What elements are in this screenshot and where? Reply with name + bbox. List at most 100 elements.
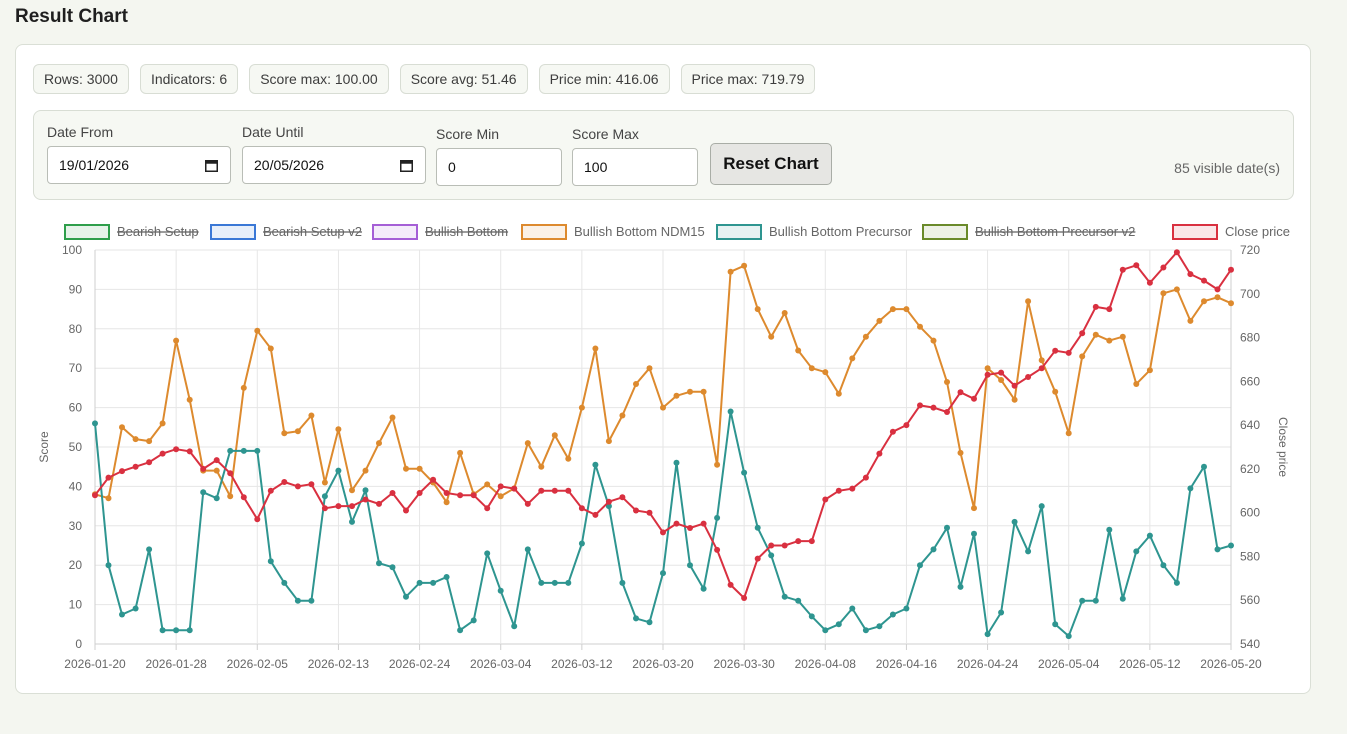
stat-rows: Rows: 3000 xyxy=(33,64,129,94)
data-point xyxy=(484,550,491,557)
date-from-value: 19/01/2026 xyxy=(59,157,130,173)
data-point xyxy=(822,496,829,503)
data-point xyxy=(876,317,883,324)
data-point xyxy=(633,507,639,514)
data-point xyxy=(957,389,964,396)
data-point xyxy=(200,489,207,496)
data-point xyxy=(795,347,802,354)
data-point xyxy=(565,455,572,462)
data-point xyxy=(92,492,98,499)
data-point xyxy=(1228,266,1234,273)
data-point xyxy=(321,493,328,500)
y2-tick-label: 560 xyxy=(1240,593,1260,607)
data-point xyxy=(119,424,125,431)
data-point xyxy=(511,485,518,492)
y2-tick-label: 640 xyxy=(1240,418,1260,432)
data-point xyxy=(457,627,464,634)
data-point xyxy=(714,461,721,468)
data-point xyxy=(592,461,599,468)
data-point xyxy=(524,500,531,507)
data-point xyxy=(1201,277,1207,284)
data-point xyxy=(1038,357,1045,364)
data-point xyxy=(646,365,653,372)
data-point xyxy=(443,490,450,496)
data-point xyxy=(917,323,923,330)
data-point xyxy=(1228,300,1234,307)
score-min-input[interactable]: 0 xyxy=(436,148,562,186)
data-point xyxy=(240,447,247,454)
data-point xyxy=(1052,347,1059,354)
data-point xyxy=(1065,633,1072,640)
data-point xyxy=(660,529,666,536)
data-point xyxy=(1160,290,1167,297)
data-point xyxy=(754,555,761,562)
x-tick-label: 2026-03-30 xyxy=(713,657,775,671)
x-tick-label: 2026-05-12 xyxy=(1119,657,1181,671)
y-axis-title: Score xyxy=(37,431,51,463)
data-point xyxy=(457,492,464,499)
y-tick-label: 100 xyxy=(62,243,82,257)
data-point xyxy=(605,503,612,510)
data-point xyxy=(1052,388,1059,395)
data-point xyxy=(633,615,639,622)
x-tick-label: 2026-01-28 xyxy=(145,657,207,671)
y2-tick-label: 700 xyxy=(1240,287,1260,301)
data-point xyxy=(998,609,1005,616)
data-point xyxy=(1011,396,1018,403)
y-tick-label: 50 xyxy=(69,440,83,454)
data-point xyxy=(308,481,315,488)
filter-panel: Date From 19/01/2026 Date Until 20/05/20… xyxy=(33,110,1294,200)
data-point xyxy=(294,428,301,435)
data-point xyxy=(254,327,261,334)
data-point xyxy=(1038,503,1045,510)
data-point xyxy=(119,468,125,475)
data-point xyxy=(605,438,612,445)
calendar-icon[interactable] xyxy=(205,159,218,172)
date-from-input[interactable]: 19/01/2026 xyxy=(47,146,231,184)
data-point xyxy=(1187,271,1194,278)
data-point xyxy=(754,306,761,313)
reset-chart-button[interactable]: Reset Chart xyxy=(710,143,832,185)
legend-swatch xyxy=(521,224,567,240)
data-point xyxy=(1146,279,1153,286)
data-point xyxy=(714,546,721,553)
data-point xyxy=(376,560,382,567)
data-point xyxy=(294,597,301,604)
data-point xyxy=(673,392,680,399)
data-point xyxy=(714,514,721,521)
data-point xyxy=(308,597,315,604)
date-until-input[interactable]: 20/05/2026 xyxy=(242,146,426,184)
date-until-value: 20/05/2026 xyxy=(254,157,325,173)
data-point xyxy=(1106,337,1113,344)
data-point xyxy=(484,505,491,512)
data-point xyxy=(903,422,910,429)
data-point xyxy=(105,474,112,481)
data-point xyxy=(538,487,545,494)
data-point xyxy=(349,518,355,525)
x-tick-label: 2026-04-16 xyxy=(876,657,938,671)
stat-indicators: Indicators: 6 xyxy=(139,64,239,94)
data-point xyxy=(1119,595,1126,602)
x-tick-label: 2026-05-20 xyxy=(1200,657,1262,671)
data-point xyxy=(673,520,680,527)
data-point xyxy=(741,262,748,269)
calendar-icon[interactable] xyxy=(400,159,413,172)
data-point xyxy=(944,524,950,531)
data-point xyxy=(1065,430,1072,437)
data-point xyxy=(362,487,369,494)
data-point xyxy=(944,409,950,415)
data-point xyxy=(132,605,139,612)
data-point xyxy=(1133,548,1140,555)
data-point xyxy=(660,404,666,411)
x-tick-label: 2026-05-04 xyxy=(1038,657,1100,671)
data-point xyxy=(254,516,261,523)
score-max-input[interactable]: 100 xyxy=(572,148,698,186)
data-point xyxy=(727,408,734,415)
data-point xyxy=(308,412,315,419)
data-point xyxy=(957,449,964,456)
data-point xyxy=(213,467,220,474)
data-point xyxy=(159,627,166,634)
data-point xyxy=(497,587,504,594)
x-tick-label: 2026-02-13 xyxy=(308,657,370,671)
